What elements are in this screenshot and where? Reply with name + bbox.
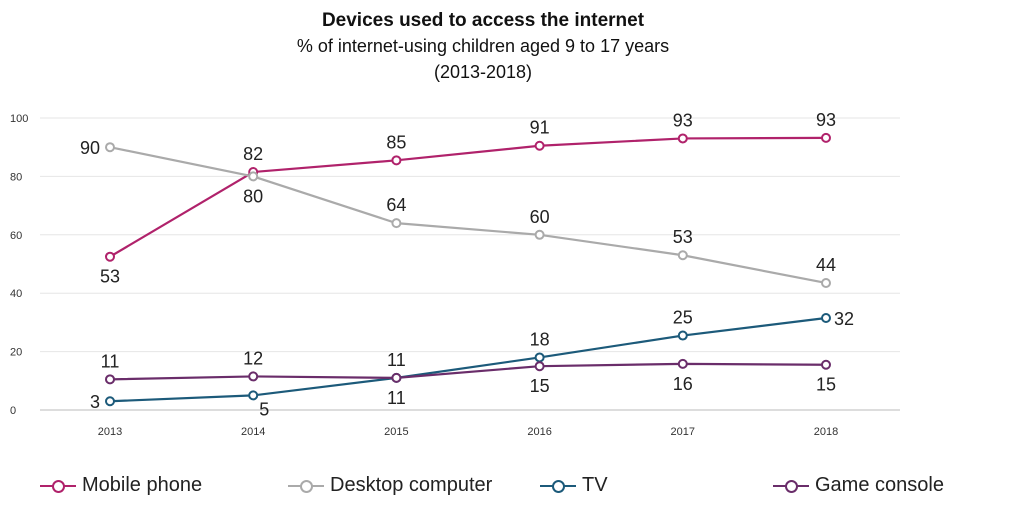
legend-marker-icon — [288, 479, 324, 493]
data-label: 90 — [80, 138, 100, 158]
data-label: 44 — [816, 255, 836, 275]
legend-dot — [300, 479, 313, 493]
x-tick-label: 2017 — [671, 426, 695, 438]
data-label: 91 — [530, 118, 550, 138]
data-label: 85 — [386, 132, 406, 152]
y-tick-label: 60 — [10, 230, 22, 242]
data-point — [821, 277, 831, 288]
data-label: 80 — [243, 186, 263, 206]
legend-label: TV — [582, 474, 608, 496]
data-label: 93 — [816, 110, 836, 130]
data-point — [677, 133, 688, 144]
data-point — [534, 140, 545, 151]
x-tick-label: 2016 — [527, 426, 551, 438]
chart-subtitle: % of internet-using children aged 9 to 1… — [296, 36, 670, 56]
chart-title-block: Devices used to access the internet % of… — [0, 8, 966, 85]
legend-marker-icon — [540, 479, 576, 493]
data-label: 53 — [100, 267, 120, 287]
legend-marker-icon — [773, 479, 809, 493]
data-label: 64 — [386, 195, 406, 215]
x-tick-label: 2013 — [98, 426, 122, 438]
data-point — [677, 250, 688, 261]
data-label: 93 — [673, 110, 693, 130]
data-label: 82 — [243, 144, 263, 164]
chart-subtitle-years: (2013-2018) — [433, 62, 533, 82]
data-point — [677, 330, 688, 341]
legend-item: Game console — [773, 474, 944, 497]
data-point — [821, 132, 831, 143]
data-label: 12 — [243, 348, 263, 368]
legend-item: Mobile phone — [40, 474, 202, 497]
data-point — [248, 390, 259, 401]
legend-label: Desktop computer — [330, 474, 493, 496]
data-label: 15 — [530, 376, 550, 396]
y-tick-label: 100 — [10, 113, 28, 125]
series-line-0 — [109, 136, 827, 258]
data-point — [821, 313, 831, 324]
data-point — [534, 229, 545, 240]
data-point — [105, 142, 115, 153]
legend-dot — [552, 479, 565, 493]
legend-label: Game console — [815, 474, 944, 496]
data-point — [821, 359, 831, 370]
data-label: 25 — [673, 308, 693, 328]
data-point — [677, 358, 688, 369]
x-tick-label: 2018 — [814, 426, 838, 438]
series-line-2 — [109, 316, 827, 403]
data-point — [105, 374, 115, 385]
data-label: 11 — [101, 351, 120, 371]
legend-label: Mobile phone — [82, 474, 203, 496]
y-tick-label: 80 — [10, 171, 22, 183]
y-tick-label: 0 — [10, 405, 16, 417]
data-point — [248, 171, 259, 182]
series-line-3 — [109, 362, 827, 381]
data-point — [105, 251, 115, 262]
series-line-1 — [109, 146, 827, 285]
data-point — [391, 372, 402, 383]
data-label: 53 — [673, 227, 693, 247]
data-label: 15 — [816, 375, 836, 395]
chart-legend: Mobile phone Desktop computer TV Game conso… — [0, 474, 1028, 502]
legend-marker-icon — [40, 479, 76, 493]
data-label: 3 — [90, 392, 100, 412]
x-tick-label: 2015 — [384, 426, 408, 438]
data-label: 16 — [673, 374, 693, 394]
legend-item: Desktop computer — [288, 474, 492, 497]
data-label: 5 — [259, 399, 269, 419]
data-point — [534, 361, 545, 372]
data-label: 18 — [530, 329, 550, 349]
data-point — [105, 396, 115, 407]
x-tick-label: 2014 — [241, 426, 265, 438]
legend-item: TV — [540, 474, 608, 497]
data-point — [391, 155, 402, 166]
y-tick-label: 40 — [10, 288, 22, 300]
chart-title: Devices used to access the internet — [321, 10, 645, 31]
data-point — [534, 352, 545, 363]
y-tick-label: 20 — [10, 347, 22, 359]
legend-dot — [52, 479, 65, 493]
data-label: 32 — [834, 309, 854, 329]
data-label: 11 — [387, 388, 406, 408]
data-label: 60 — [530, 207, 550, 227]
legend-dot — [785, 479, 798, 493]
data-point — [248, 371, 259, 382]
data-label: 11 — [387, 350, 406, 370]
data-point — [391, 218, 402, 229]
